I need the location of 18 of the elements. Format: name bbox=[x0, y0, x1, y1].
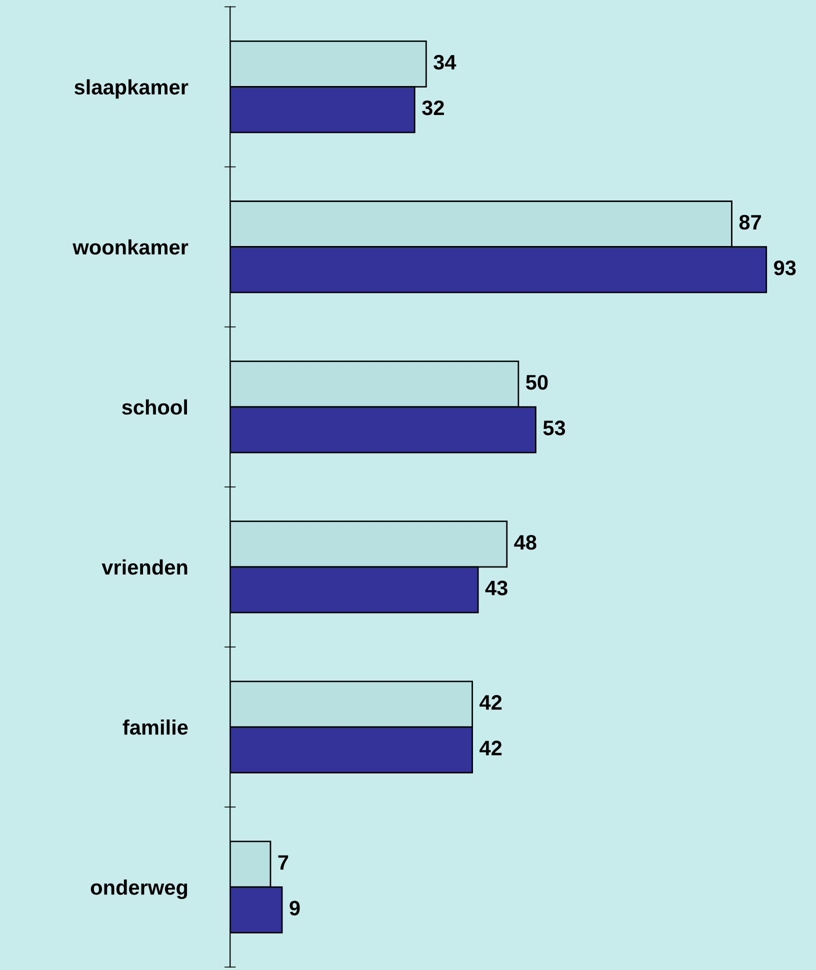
data-label: 42 bbox=[480, 695, 502, 710]
data-label: 93 bbox=[774, 260, 796, 276]
data-label: 50 bbox=[526, 374, 548, 390]
y-tick-label: slaapkamer bbox=[74, 79, 188, 99]
data-label: 87 bbox=[739, 214, 761, 230]
y-tick-label: woonkamer bbox=[72, 239, 188, 255]
data-label: 32 bbox=[422, 100, 444, 116]
y-tick-label: familie bbox=[122, 719, 188, 735]
data-label: 34 bbox=[434, 54, 456, 70]
y-tick-label: vrienden bbox=[102, 559, 188, 575]
y-tick-label: onderweg bbox=[90, 880, 188, 900]
data-label: 42 bbox=[480, 740, 502, 756]
data-label: 53 bbox=[543, 420, 566, 436]
data-label: 43 bbox=[485, 580, 508, 596]
data-label: 48 bbox=[514, 535, 536, 550]
data-label: 7 bbox=[278, 855, 288, 870]
data-label: 9 bbox=[290, 900, 300, 916]
y-tick-label: school bbox=[122, 399, 187, 415]
